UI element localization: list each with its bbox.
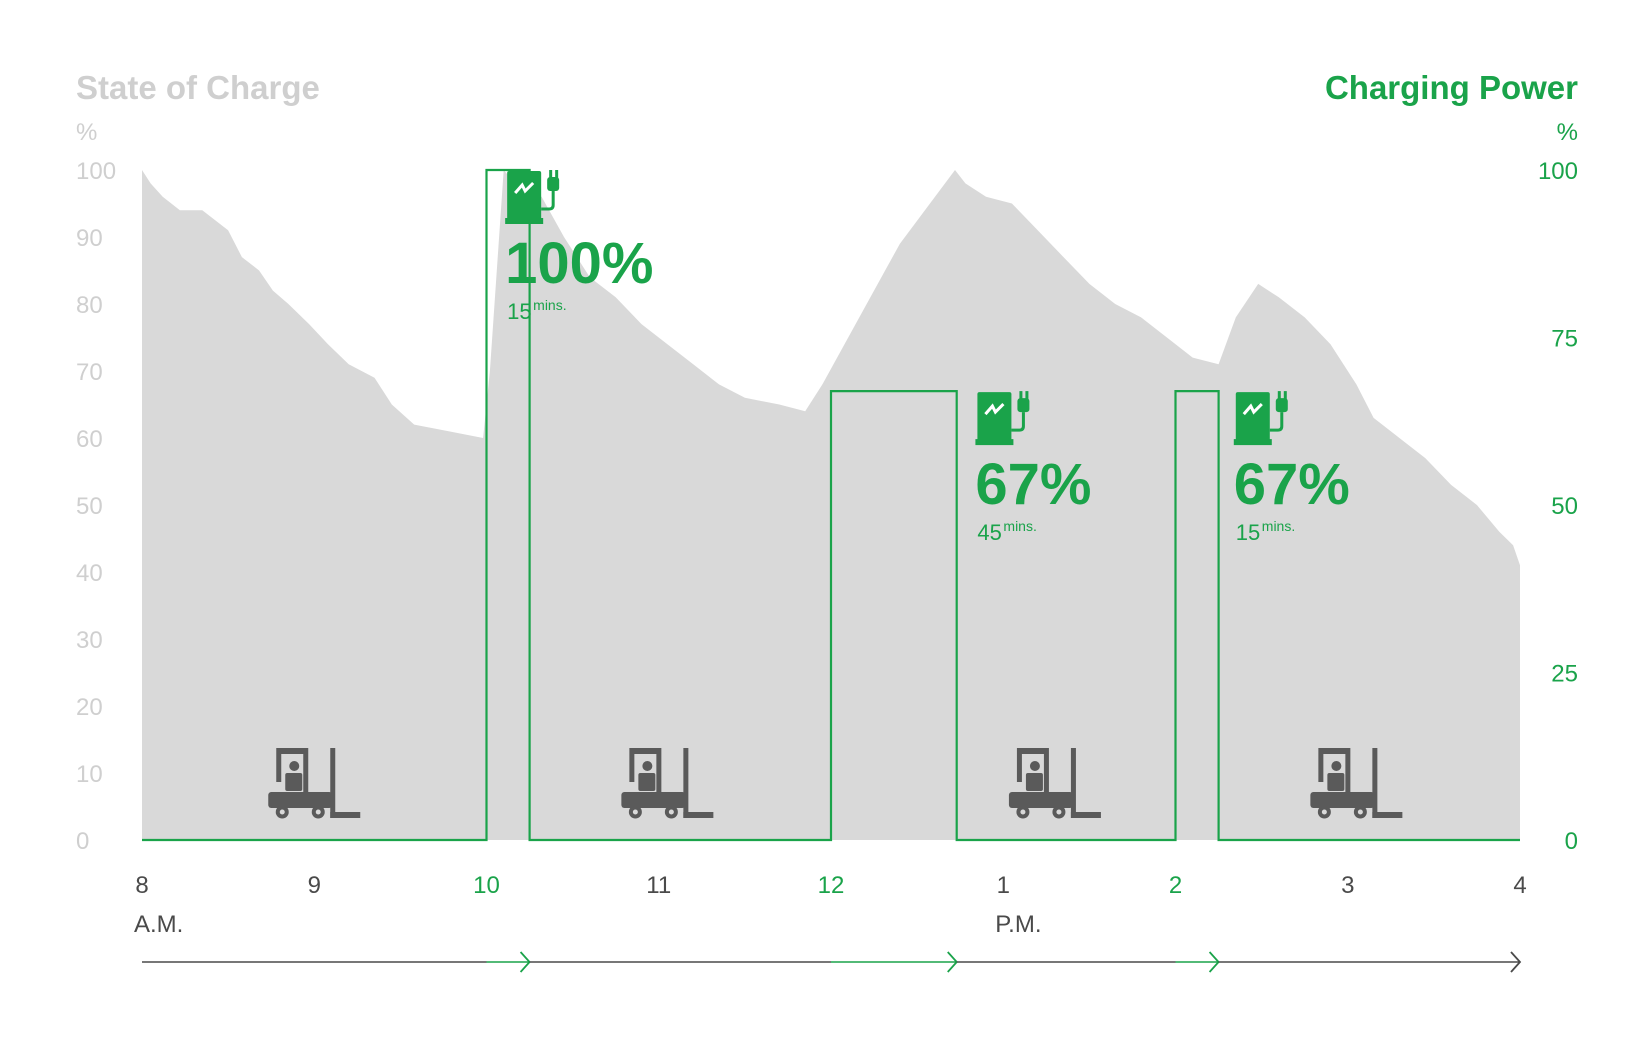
x-tick-label: 10 (473, 872, 500, 899)
charge-percent: 67% (975, 452, 1091, 517)
charging-power-line (142, 168, 1520, 842)
forklift-icons-layer (268, 748, 1403, 819)
ev-charger-icon (975, 391, 1030, 446)
left-tick-label: 0 (76, 828, 89, 855)
left-axis: 0 10 20 30 40 50 60 70 80 90 100 (76, 158, 116, 855)
left-tick-label: 90 (76, 225, 103, 252)
charge-duration-unit: mins. (1003, 518, 1036, 534)
x-tick-label: 3 (1341, 872, 1354, 899)
left-axis-unit: % (76, 119, 97, 146)
x-tick-label: 11 (646, 872, 671, 899)
timeline-arrow (142, 951, 1522, 973)
x-tick-label: 12 (818, 872, 845, 899)
left-tick-label: 20 (76, 694, 103, 721)
x-tick-label: 9 (308, 872, 321, 899)
chevron-right-icon (947, 951, 958, 973)
charge-duration-unit: mins. (533, 297, 566, 313)
charge-events-layer: 100%15 mins.67%45 mins.67%15 mins. (505, 170, 1350, 545)
charge-duration: 45 (977, 520, 1001, 545)
charge-duration-unit: mins. (1262, 518, 1295, 534)
charge-duration: 15 (507, 299, 531, 324)
forklift-icon (621, 748, 714, 819)
forklift-icon (1310, 748, 1403, 819)
left-tick-label: 30 (76, 627, 103, 654)
left-tick-label: 80 (76, 292, 103, 319)
forklift-icon (1008, 748, 1101, 819)
right-tick-label: 0 (1565, 828, 1578, 855)
charge-event: 67% 45 mins. (975, 391, 1092, 545)
left-tick-label: 70 (76, 359, 103, 386)
x-axis: 8 9 10 11 12 1 2 3 4A.M. P.M. (134, 872, 1527, 938)
left-tick-label: 50 (76, 493, 103, 520)
charge-event: 100% 15 mins. (505, 170, 654, 324)
left-tick-label: 60 (76, 426, 103, 453)
left-chart-title: State of Charge (76, 69, 320, 106)
charge-percent: 67% (1234, 452, 1350, 517)
charge-event: 67% 15 mins. (1233, 391, 1350, 545)
ev-charger-icon (1233, 391, 1288, 446)
x-tick-label: 1 (997, 872, 1010, 899)
right-tick-label: 25 (1551, 661, 1578, 688)
chevron-right-icon (1208, 951, 1220, 973)
period-label: A.M. (134, 911, 183, 938)
chevron-right-icon (1510, 951, 1522, 973)
right-tick-label: 75 (1551, 326, 1578, 353)
left-tick-label: 10 (76, 761, 103, 788)
left-tick-label: 40 (76, 560, 103, 587)
charging-power-layer (142, 168, 1520, 842)
x-tick-label: 8 (135, 872, 148, 899)
right-axis: 0 25 50 75 100 (1538, 158, 1578, 855)
forklift-icon (268, 748, 361, 819)
ev-charger-icon (505, 170, 560, 224)
x-tick-label: 4 (1513, 872, 1526, 899)
period-label: P.M. (995, 911, 1041, 938)
right-tick-label: 100 (1538, 158, 1578, 185)
right-tick-label: 50 (1551, 493, 1578, 520)
right-axis-unit: % (1557, 119, 1578, 146)
charge-duration: 15 (1236, 520, 1260, 545)
right-chart-title: Charging Power (1325, 69, 1578, 106)
x-tick-label: 2 (1169, 872, 1182, 899)
charge-percent: 100% (505, 231, 653, 296)
left-tick-label: 100 (76, 158, 116, 185)
